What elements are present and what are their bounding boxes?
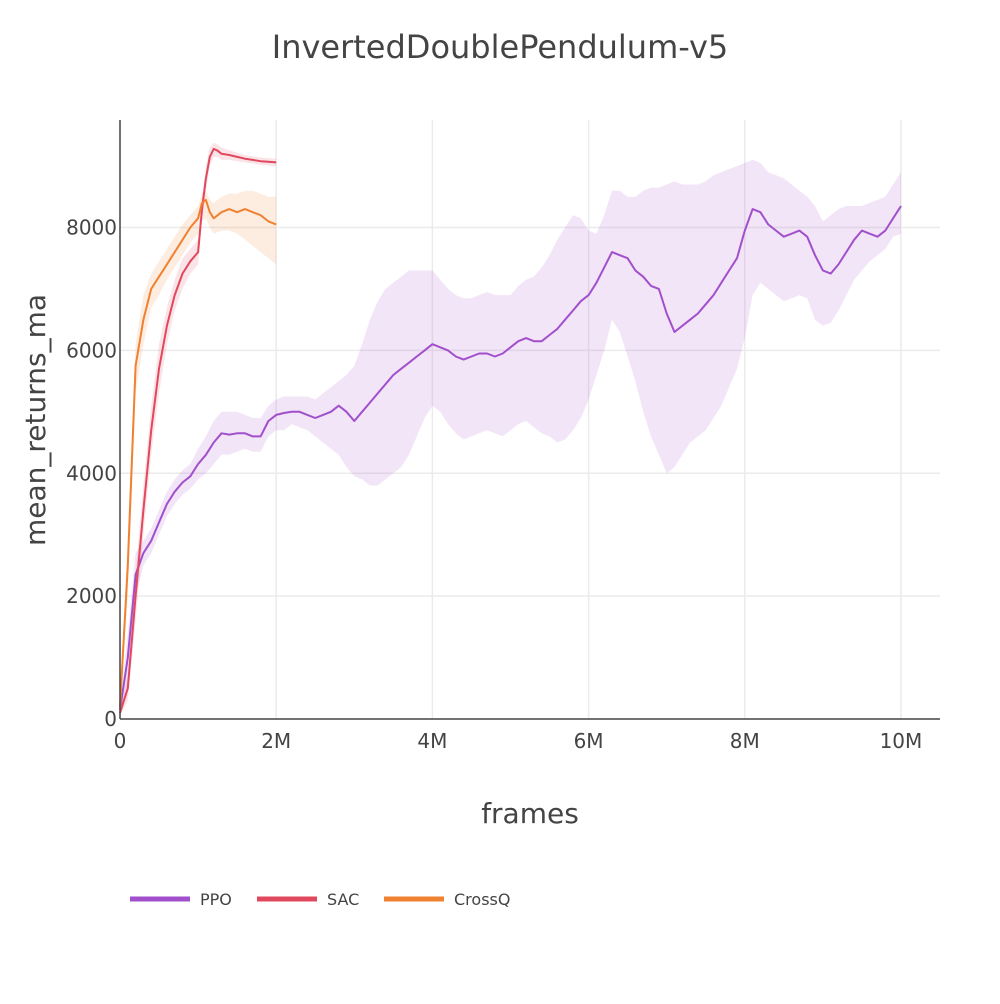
- y-tick-label: 2000: [66, 584, 117, 608]
- grid: [120, 120, 940, 719]
- legend-label: CrossQ: [454, 890, 510, 909]
- legend-label: SAC: [327, 890, 359, 909]
- legend: PPO SAC CrossQ: [130, 890, 510, 909]
- series-lines: [119, 147, 902, 714]
- y-axis-title: mean_returns_ma: [19, 294, 52, 546]
- line-crossq: [119, 198, 277, 707]
- x-tick-label: 8M: [730, 729, 760, 753]
- x-tick-label: 2M: [261, 729, 291, 753]
- chart-title: InvertedDoublePendulum-v5: [272, 28, 728, 66]
- legend-item-crossq[interactable]: CrossQ: [384, 890, 510, 909]
- confidence-bands: [120, 142, 901, 716]
- x-tick-label: 0: [114, 729, 127, 753]
- legend-label: PPO: [200, 890, 232, 909]
- band-ppo: [120, 159, 901, 716]
- tick-labels: 0 2M 4M 6M 8M 10M 0 2000 4000 6000 8000: [66, 216, 922, 753]
- legend-item-ppo[interactable]: PPO: [130, 890, 232, 909]
- y-tick-label: 0: [104, 707, 117, 731]
- band-crossq: [120, 190, 277, 713]
- line-sac: [119, 147, 277, 714]
- x-tick-label: 10M: [880, 729, 923, 753]
- line-ppo: [119, 205, 902, 710]
- x-axis-title: frames: [481, 797, 579, 830]
- y-tick-label: 8000: [66, 216, 117, 240]
- y-tick-label: 4000: [66, 461, 117, 485]
- x-tick-label: 4M: [417, 729, 447, 753]
- y-tick-label: 6000: [66, 338, 117, 362]
- x-tick-label: 6M: [574, 729, 604, 753]
- legend-item-sac[interactable]: SAC: [257, 890, 359, 909]
- axes: [119, 120, 940, 720]
